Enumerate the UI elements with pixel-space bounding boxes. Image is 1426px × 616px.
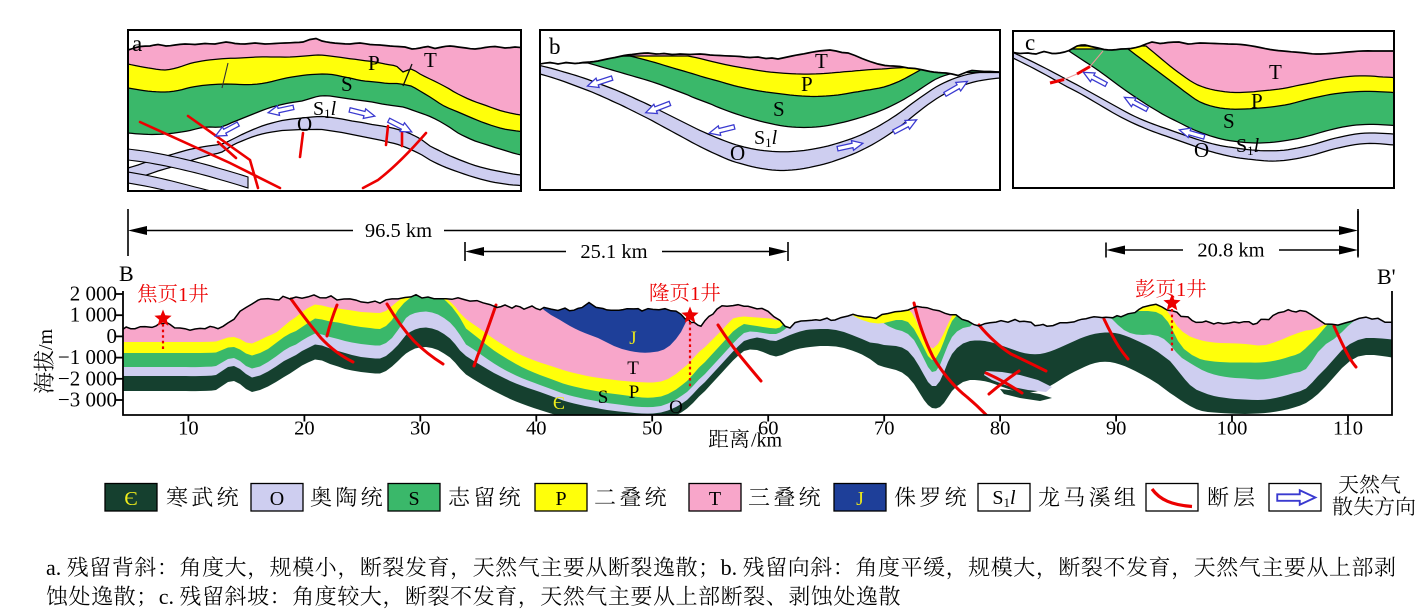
svg-text:T: T: [424, 48, 437, 72]
svg-text:T: T: [1269, 60, 1282, 84]
svg-text:−2 000: −2 000: [58, 366, 117, 390]
svg-text:b.: b.: [721, 555, 738, 580]
svg-text:T: T: [627, 358, 639, 379]
svg-text:−3 000: −3 000: [58, 388, 117, 412]
svg-text:1: 1: [1176, 279, 1186, 301]
svg-text:96.5 km: 96.5 km: [365, 220, 432, 242]
svg-text:20.8 km: 20.8 km: [1197, 240, 1264, 262]
svg-text:Є: Є: [124, 488, 137, 510]
svg-text:T: T: [815, 49, 828, 73]
svg-text:1: 1: [690, 283, 700, 305]
svg-text:Є: Є: [553, 393, 565, 413]
svg-text:B: B: [119, 261, 134, 286]
svg-text:a.: a.: [46, 555, 61, 580]
svg-text:P: P: [1251, 89, 1263, 113]
svg-text:1: 1: [178, 284, 188, 306]
svg-text:S1l: S1l: [754, 127, 778, 150]
svg-text:S: S: [408, 488, 419, 510]
svg-text:c.: c.: [159, 584, 174, 609]
svg-text:J: J: [856, 488, 864, 510]
svg-text:P: P: [801, 72, 813, 96]
svg-text:/km: /km: [751, 430, 783, 452]
svg-text:10: 10: [178, 418, 199, 440]
svg-text:70: 70: [874, 418, 895, 440]
svg-text:S: S: [773, 97, 785, 121]
svg-text:110: 110: [1333, 418, 1363, 440]
svg-text:S: S: [341, 72, 353, 96]
svg-text:/m: /m: [35, 328, 57, 350]
svg-text:a: a: [132, 31, 142, 56]
svg-text:40: 40: [526, 418, 547, 440]
svg-text:O: O: [297, 112, 312, 136]
svg-text:100: 100: [1217, 418, 1248, 440]
svg-text:−1 000: −1 000: [58, 345, 117, 369]
svg-text:25.1 km: 25.1 km: [580, 241, 647, 263]
svg-text:1 000: 1 000: [70, 303, 117, 327]
svg-text:30: 30: [410, 418, 431, 440]
svg-text:20: 20: [294, 418, 315, 440]
svg-text:b: b: [549, 34, 561, 59]
svg-text:S1l: S1l: [313, 98, 337, 121]
svg-text:60: 60: [758, 418, 779, 440]
svg-text:O: O: [669, 397, 683, 418]
svg-text:c: c: [1025, 30, 1035, 55]
svg-text:B': B': [1377, 264, 1396, 289]
svg-text:P: P: [629, 382, 640, 403]
svg-text:T: T: [709, 488, 721, 510]
svg-text:S1l: S1l: [1236, 135, 1260, 158]
svg-text:O: O: [1194, 138, 1209, 162]
svg-text:80: 80: [990, 418, 1011, 440]
svg-text:S: S: [598, 387, 609, 408]
svg-text:O: O: [730, 141, 745, 165]
svg-text:2 000: 2 000: [70, 282, 117, 306]
svg-text:90: 90: [1106, 418, 1127, 440]
svg-text:S1l: S1l: [992, 487, 1016, 510]
svg-text:S: S: [1223, 109, 1235, 133]
svg-text:O: O: [270, 488, 284, 510]
svg-text:P: P: [555, 488, 566, 510]
svg-text:J: J: [629, 328, 636, 349]
svg-text:50: 50: [642, 418, 663, 440]
svg-text:0: 0: [107, 324, 118, 348]
svg-text:P: P: [368, 51, 380, 75]
